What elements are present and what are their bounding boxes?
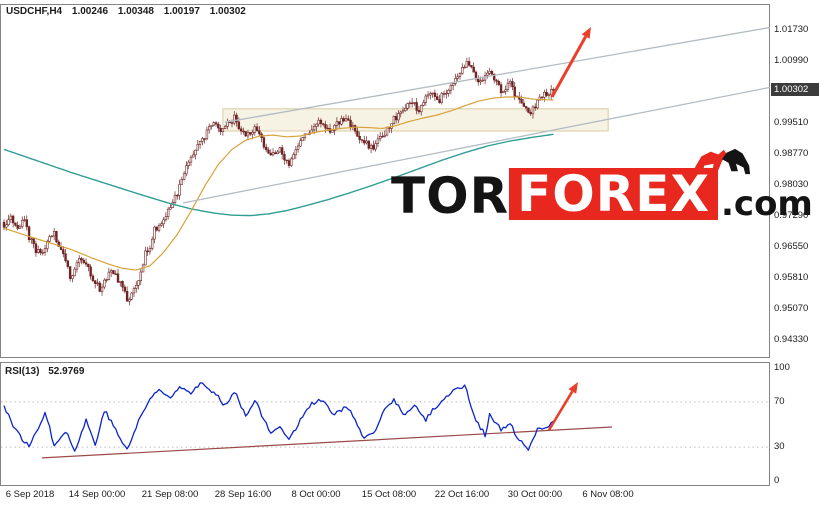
candles bbox=[2, 57, 555, 306]
time-axis-label: 15 Oct 08:00 bbox=[361, 489, 417, 500]
ohlc-open-value: 1.00246 bbox=[71, 6, 109, 17]
watermark: TOR FOREX .com bbox=[391, 148, 813, 225]
ohlc-low-value: 1.00197 bbox=[163, 6, 200, 17]
rsi-line bbox=[3, 382, 554, 452]
price-axis-label: 0.94330 bbox=[774, 334, 809, 345]
rsi-trendline bbox=[41, 426, 613, 459]
bull-bear-logo-icon bbox=[694, 148, 751, 175]
rsi-value-label: 52.9769 bbox=[48, 366, 85, 377]
rsi-axis-label: 30 bbox=[774, 441, 785, 453]
price-axis-label: 1.01730 bbox=[774, 24, 809, 35]
candlestick-chart bbox=[0, 4, 770, 358]
price-axis-label: 1.00990 bbox=[774, 55, 809, 66]
rsi-axis-label: 100 bbox=[774, 362, 790, 373]
time-axis-label: 14 Sep 00:00 bbox=[68, 489, 126, 500]
time-axis-label: 22 Oct 16:00 bbox=[434, 489, 490, 500]
rsi-panel bbox=[0, 362, 770, 486]
time-axis-label: 21 Sep 08:00 bbox=[141, 489, 199, 500]
rsi-name-label: RSI(13) bbox=[5, 366, 40, 377]
time-axis-label: 6 Nov 08:00 bbox=[582, 489, 634, 500]
price-panel bbox=[0, 4, 770, 358]
price-axis-label: 0.99510 bbox=[774, 117, 809, 128]
watermark-forex-text: FOREX bbox=[509, 168, 718, 220]
time-axis: 6 Sep 2018 14 Sep 00:00 21 Sep 08:00 28 Sep… bbox=[0, 489, 819, 502]
rsi-axis-label: 70 bbox=[774, 395, 785, 407]
price-axis-label: 0.98770 bbox=[774, 148, 809, 159]
time-axis-label: 6 Sep 2018 bbox=[5, 489, 55, 500]
channel-line bbox=[224, 26, 770, 123]
slow-ma-line bbox=[3, 133, 554, 217]
price-axis-label: 0.95070 bbox=[774, 303, 809, 314]
price-axis-label: 0.95810 bbox=[774, 272, 809, 283]
current-price-tag: 1.00302 bbox=[771, 82, 819, 96]
rsi-indicator-label: RSI(13) 52.9769 bbox=[5, 366, 90, 377]
chart-title: USDCHF,H4 1.00246 1.00348 1.00197 1.0030… bbox=[6, 6, 253, 17]
time-axis-label: 8 Oct 00:00 bbox=[291, 489, 341, 500]
watermark-tor-text: TOR bbox=[391, 167, 510, 225]
time-axis-label: 28 Sep 16:00 bbox=[214, 489, 272, 500]
time-axis-label: 30 Oct 00:00 bbox=[507, 489, 563, 500]
ohlc-high-value: 1.00348 bbox=[117, 6, 154, 17]
rsi-axis-label: 0 bbox=[774, 475, 780, 486]
ohlc-close-value: 1.00302 bbox=[209, 6, 246, 17]
price-axis-label: 0.96550 bbox=[774, 241, 809, 252]
rsi-chart bbox=[0, 362, 770, 486]
channel-line bbox=[182, 86, 770, 204]
watermark-com-text: .com bbox=[721, 184, 813, 224]
symbol-timeframe-label: USDCHF,H4 bbox=[6, 6, 63, 17]
fast-ma-line bbox=[3, 96, 554, 271]
